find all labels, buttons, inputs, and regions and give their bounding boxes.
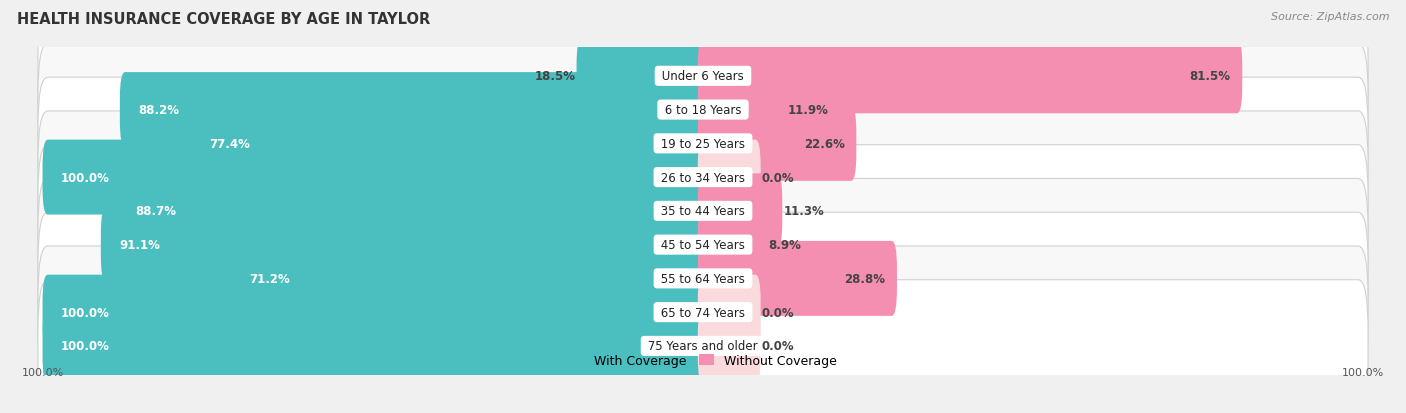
FancyBboxPatch shape	[38, 78, 1368, 210]
FancyBboxPatch shape	[38, 179, 1368, 311]
Text: 28.8%: 28.8%	[844, 272, 886, 285]
Text: 100.0%: 100.0%	[60, 171, 110, 184]
FancyBboxPatch shape	[697, 275, 761, 350]
Text: 0.0%: 0.0%	[762, 339, 794, 353]
Text: 81.5%: 81.5%	[1189, 70, 1230, 83]
FancyBboxPatch shape	[697, 73, 786, 148]
FancyBboxPatch shape	[38, 280, 1368, 412]
FancyBboxPatch shape	[38, 247, 1368, 378]
Text: HEALTH INSURANCE COVERAGE BY AGE IN TAYLOR: HEALTH INSURANCE COVERAGE BY AGE IN TAYL…	[17, 12, 430, 27]
Text: 18.5%: 18.5%	[534, 70, 575, 83]
Text: Source: ZipAtlas.com: Source: ZipAtlas.com	[1271, 12, 1389, 22]
Text: 100.0%: 100.0%	[60, 339, 110, 353]
Text: 88.7%: 88.7%	[135, 205, 176, 218]
Text: 65 to 74 Years: 65 to 74 Years	[657, 306, 749, 319]
FancyBboxPatch shape	[576, 39, 709, 114]
FancyBboxPatch shape	[697, 140, 761, 215]
Text: 19 to 25 Years: 19 to 25 Years	[657, 138, 749, 150]
FancyBboxPatch shape	[697, 208, 766, 282]
Text: 11.3%: 11.3%	[783, 205, 824, 218]
FancyBboxPatch shape	[697, 174, 782, 249]
FancyBboxPatch shape	[231, 241, 709, 316]
FancyBboxPatch shape	[42, 309, 709, 383]
FancyBboxPatch shape	[42, 140, 709, 215]
Text: 22.6%: 22.6%	[804, 138, 845, 150]
FancyBboxPatch shape	[38, 112, 1368, 244]
FancyBboxPatch shape	[101, 208, 709, 282]
FancyBboxPatch shape	[191, 107, 709, 181]
Text: 35 to 44 Years: 35 to 44 Years	[657, 205, 749, 218]
Text: 88.2%: 88.2%	[138, 104, 179, 117]
FancyBboxPatch shape	[38, 11, 1368, 142]
FancyBboxPatch shape	[38, 213, 1368, 345]
FancyBboxPatch shape	[697, 241, 897, 316]
Text: 0.0%: 0.0%	[762, 171, 794, 184]
Text: 0.0%: 0.0%	[762, 306, 794, 319]
Text: 100.0%: 100.0%	[1343, 367, 1385, 377]
Text: Under 6 Years: Under 6 Years	[658, 70, 748, 83]
Text: 11.9%: 11.9%	[787, 104, 828, 117]
Text: 26 to 34 Years: 26 to 34 Years	[657, 171, 749, 184]
FancyBboxPatch shape	[117, 174, 709, 249]
Text: 6 to 18 Years: 6 to 18 Years	[661, 104, 745, 117]
FancyBboxPatch shape	[697, 107, 856, 181]
Text: 100.0%: 100.0%	[60, 306, 110, 319]
Legend: With Coverage, Without Coverage: With Coverage, Without Coverage	[564, 349, 842, 372]
FancyBboxPatch shape	[120, 73, 709, 148]
Text: 77.4%: 77.4%	[209, 138, 250, 150]
Text: 75 Years and older: 75 Years and older	[644, 339, 762, 353]
Text: 71.2%: 71.2%	[250, 272, 290, 285]
Text: 100.0%: 100.0%	[21, 367, 63, 377]
Text: 8.9%: 8.9%	[768, 239, 801, 252]
Text: 91.1%: 91.1%	[120, 239, 160, 252]
FancyBboxPatch shape	[42, 275, 709, 350]
FancyBboxPatch shape	[38, 44, 1368, 176]
FancyBboxPatch shape	[697, 39, 1243, 114]
FancyBboxPatch shape	[38, 145, 1368, 278]
Text: 55 to 64 Years: 55 to 64 Years	[657, 272, 749, 285]
FancyBboxPatch shape	[697, 309, 761, 383]
Text: 45 to 54 Years: 45 to 54 Years	[657, 239, 749, 252]
